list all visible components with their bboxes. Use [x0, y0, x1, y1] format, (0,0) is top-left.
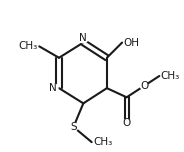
- Circle shape: [69, 123, 78, 131]
- Circle shape: [79, 34, 88, 43]
- Text: CH₃: CH₃: [160, 71, 179, 81]
- Text: S: S: [70, 122, 77, 132]
- Text: O: O: [140, 81, 148, 91]
- Circle shape: [123, 119, 130, 127]
- Text: N: N: [79, 33, 87, 43]
- Text: CH₃: CH₃: [93, 137, 112, 147]
- Text: O: O: [123, 118, 131, 128]
- Text: CH₃: CH₃: [18, 41, 38, 51]
- Text: OH: OH: [124, 38, 140, 48]
- Circle shape: [140, 82, 148, 90]
- Text: N: N: [49, 83, 57, 93]
- Circle shape: [49, 84, 58, 93]
